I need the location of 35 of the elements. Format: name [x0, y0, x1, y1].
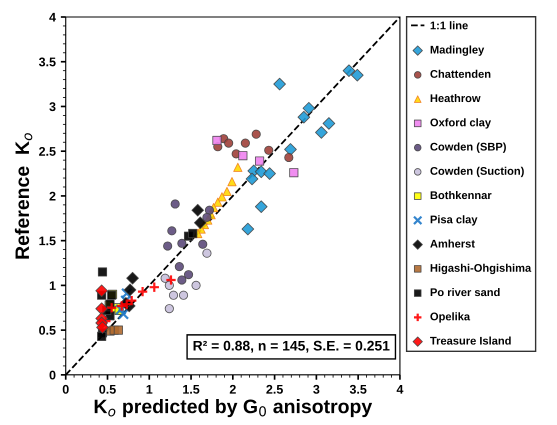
- legend-label: 1:1 line: [430, 21, 468, 30]
- x-tick-label: 0: [62, 384, 69, 394]
- x-tick-label: 2: [230, 384, 236, 394]
- y-tick-label: 0: [50, 370, 56, 380]
- y-tick-label: 1: [50, 281, 56, 290]
- legend-label: Pisa clay: [430, 215, 478, 226]
- y-tick-label: 4: [49, 12, 56, 22]
- legend-label: Amherst: [430, 239, 475, 248]
- legend-label: Higashi-Ohgishima: [430, 264, 532, 274]
- legend-label: Heathrow: [430, 94, 481, 102]
- x-tick-label: 3: [313, 384, 320, 394]
- x-tick-label: 3.5: [350, 384, 366, 394]
- y-tick-label: 2: [49, 192, 56, 200]
- legend-label: Madingley: [430, 45, 484, 56]
- legend-label: Oxford clay: [430, 118, 492, 129]
- legend-label: Bothkennar: [430, 190, 492, 200]
- legend-label: Po river sand: [430, 288, 500, 296]
- x-axis-title: K$_{o}$ predicted by G$_{0}$ anisotropy: [94, 399, 372, 418]
- y-tick-label: 3: [49, 102, 56, 112]
- x-tick-label: 2.5: [266, 384, 283, 394]
- legend-label: Opelika: [430, 312, 470, 323]
- y-tick-label: 1.5: [39, 236, 56, 246]
- y-tick-label: 3.5: [38, 58, 56, 66]
- x-tick-label: 0.5: [99, 384, 116, 394]
- legend-label: Cowden (Suction): [430, 166, 524, 178]
- legend-label: Cowden (SBP): [430, 142, 506, 153]
- x-tick-label: 4: [396, 385, 404, 394]
- y-tick-label: 2.5: [39, 146, 56, 156]
- x-tick-label: 1: [146, 385, 152, 394]
- y-tick-label: 0.5: [39, 326, 56, 335]
- x-tick-label: 1.5: [183, 385, 200, 394]
- y-axis-title: Reference K$_{o}$: [14, 133, 32, 259]
- legend-label: Treasure Island: [430, 336, 511, 345]
- legend-label: Chattenden: [430, 70, 490, 78]
- annotation: R² = 0.88, n = 145, S.E. = 0.251: [194, 340, 390, 353]
